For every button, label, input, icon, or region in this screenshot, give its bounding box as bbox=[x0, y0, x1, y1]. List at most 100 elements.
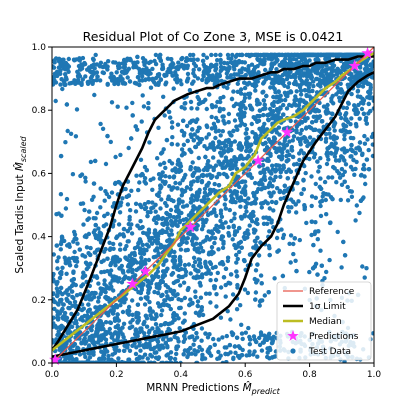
test-data-point bbox=[106, 310, 111, 315]
test-data-point bbox=[128, 320, 133, 325]
test-data-point bbox=[138, 348, 143, 353]
test-data-point bbox=[244, 148, 249, 154]
test-data-point bbox=[65, 329, 70, 334]
test-data-point bbox=[102, 346, 108, 352]
test-data-point bbox=[234, 166, 240, 172]
test-data-point bbox=[191, 61, 197, 66]
test-data-point bbox=[158, 245, 163, 250]
test-data-point bbox=[126, 357, 131, 362]
test-data-point bbox=[142, 201, 147, 207]
test-data-point bbox=[218, 208, 224, 213]
test-data-point bbox=[165, 196, 171, 202]
test-data-point bbox=[88, 159, 94, 165]
test-data-point bbox=[145, 213, 150, 219]
test-data-point bbox=[343, 128, 348, 134]
test-data-point bbox=[61, 316, 66, 321]
test-data-point bbox=[238, 239, 244, 245]
test-data-point bbox=[197, 67, 202, 72]
test-data-point bbox=[266, 290, 271, 295]
test-data-point bbox=[235, 282, 240, 288]
test-data-point bbox=[115, 337, 120, 342]
test-data-point bbox=[263, 67, 268, 73]
test-data-point bbox=[99, 333, 104, 338]
test-data-point bbox=[212, 240, 217, 246]
test-data-point bbox=[132, 253, 137, 258]
test-data-point bbox=[212, 181, 217, 187]
test-data-point bbox=[349, 74, 354, 80]
test-data-point bbox=[160, 221, 165, 227]
test-data-point bbox=[157, 176, 163, 181]
test-data-point bbox=[269, 171, 274, 176]
test-data-point bbox=[203, 97, 208, 103]
test-data-point bbox=[339, 147, 345, 152]
test-data-point bbox=[324, 212, 329, 217]
test-data-point bbox=[185, 57, 191, 62]
test-data-point bbox=[182, 262, 188, 268]
test-data-point bbox=[74, 263, 79, 269]
test-data-point bbox=[218, 315, 224, 320]
test-data-point bbox=[60, 265, 65, 270]
test-data-point bbox=[89, 311, 95, 316]
test-data-point bbox=[277, 163, 282, 168]
test-data-point bbox=[238, 153, 244, 159]
test-data-point bbox=[257, 57, 262, 62]
test-data-point bbox=[324, 269, 329, 275]
test-data-point bbox=[357, 210, 362, 216]
test-data-point bbox=[116, 318, 122, 323]
test-data-point bbox=[82, 332, 88, 337]
test-data-point bbox=[78, 201, 84, 206]
test-data-point bbox=[183, 172, 188, 178]
test-data-point bbox=[165, 56, 171, 61]
test-data-point bbox=[158, 206, 163, 211]
test-data-point bbox=[57, 289, 63, 295]
test-data-point bbox=[315, 68, 320, 73]
test-data-point bbox=[342, 169, 347, 174]
test-data-point bbox=[203, 291, 209, 296]
test-data-point bbox=[283, 71, 288, 76]
test-data-point bbox=[171, 254, 176, 260]
test-data-point bbox=[259, 348, 265, 353]
test-data-point bbox=[191, 242, 196, 248]
test-data-point bbox=[249, 121, 254, 127]
test-data-point bbox=[322, 179, 328, 185]
test-data-point bbox=[218, 60, 223, 66]
test-data-point bbox=[52, 273, 56, 278]
test-data-point bbox=[287, 241, 292, 246]
test-data-point bbox=[255, 235, 260, 240]
test-data-point bbox=[169, 141, 175, 147]
test-data-point bbox=[127, 253, 132, 259]
test-data-point bbox=[160, 215, 166, 221]
test-data-point bbox=[120, 61, 125, 66]
test-data-point bbox=[227, 65, 232, 70]
test-data-point bbox=[259, 332, 264, 337]
test-data-point bbox=[201, 239, 206, 244]
test-data-point bbox=[122, 246, 128, 252]
test-data-point bbox=[348, 164, 354, 170]
test-data-point bbox=[167, 214, 173, 219]
test-data-point bbox=[195, 223, 200, 228]
test-data-point bbox=[223, 220, 228, 225]
test-data-point bbox=[204, 106, 209, 112]
test-data-point bbox=[216, 247, 221, 252]
test-data-point bbox=[82, 61, 88, 67]
test-data-point bbox=[205, 161, 210, 167]
test-data-point bbox=[153, 52, 159, 58]
test-data-point bbox=[364, 266, 369, 271]
test-data-point bbox=[87, 355, 93, 360]
test-data-point bbox=[236, 344, 241, 349]
test-data-point bbox=[161, 94, 166, 100]
test-data-point bbox=[188, 271, 193, 276]
test-data-point bbox=[180, 178, 185, 183]
test-data-point bbox=[288, 260, 293, 265]
test-data-point bbox=[203, 259, 208, 265]
test-data-point bbox=[198, 295, 204, 300]
test-data-point bbox=[206, 252, 212, 257]
test-data-point bbox=[274, 149, 279, 155]
test-data-point bbox=[298, 88, 304, 93]
test-data-point bbox=[245, 228, 250, 233]
test-data-point bbox=[135, 127, 140, 132]
test-data-point bbox=[291, 251, 296, 257]
test-data-point bbox=[165, 294, 170, 299]
test-data-point bbox=[172, 334, 177, 340]
test-data-point bbox=[221, 84, 226, 89]
